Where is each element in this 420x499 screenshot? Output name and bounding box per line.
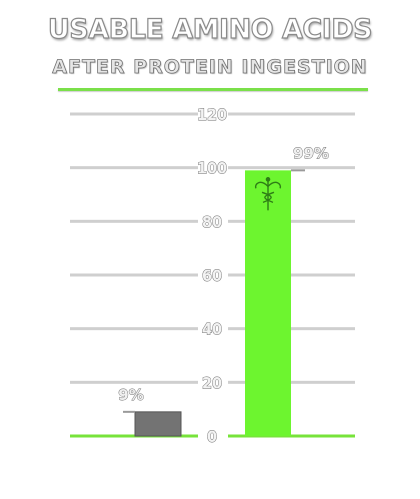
title-divider — [58, 88, 368, 91]
bar-gray — [134, 411, 182, 437]
gridline — [70, 327, 198, 331]
gridline — [228, 273, 355, 277]
gridline — [70, 380, 198, 384]
gridline — [228, 327, 355, 331]
y-tick-label: 40 — [202, 320, 222, 339]
data-label: 9% — [118, 386, 143, 404]
data-label: 99% — [293, 144, 329, 162]
bar-cap — [291, 169, 305, 172]
y-tick-label: 60 — [202, 266, 222, 285]
gridline — [70, 219, 198, 223]
y-tick-label: 80 — [202, 212, 222, 231]
gridline — [70, 166, 198, 170]
y-tick-label: 20 — [202, 373, 222, 392]
gridline — [228, 380, 355, 384]
gridline — [228, 112, 355, 116]
chart-title: USABLE AMINO ACIDS — [47, 13, 373, 45]
x-axis-baseline — [228, 434, 355, 438]
caduceus-icon — [254, 177, 282, 211]
bar-cap — [123, 410, 135, 413]
gridline — [70, 112, 198, 116]
bar-green — [245, 170, 291, 436]
gridline — [228, 219, 355, 223]
x-axis-baseline — [70, 434, 198, 438]
y-tick-label: 100 — [197, 159, 227, 178]
gridline — [228, 166, 355, 170]
y-tick-label: 0 — [207, 427, 217, 446]
gridline — [70, 273, 198, 277]
chart-subtitle: AFTER PROTEIN INGESTION — [52, 56, 368, 79]
y-tick-label: 120 — [197, 105, 227, 124]
